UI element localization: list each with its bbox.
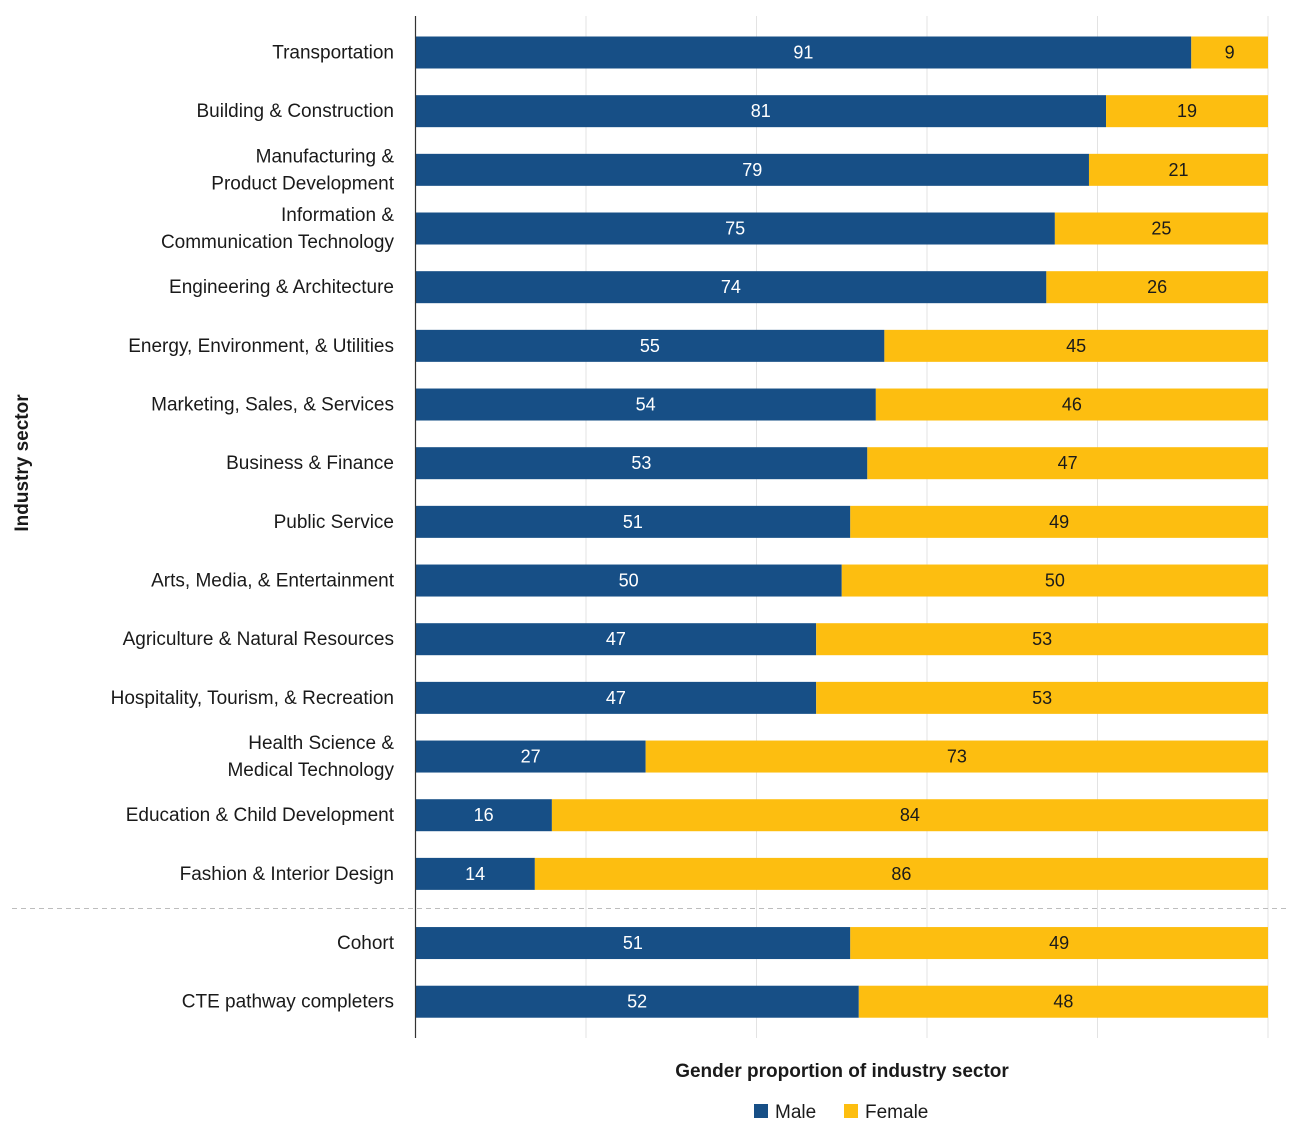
bar-male — [415, 153, 1089, 186]
bar-male — [415, 447, 868, 480]
category-label: Public Service — [274, 512, 394, 533]
data-label-female: 21 — [1168, 160, 1188, 180]
bar-female — [1106, 95, 1268, 128]
data-label-female: 53 — [1032, 688, 1052, 708]
category-label: Medical Technology — [227, 760, 394, 781]
data-label-male: 79 — [742, 160, 762, 180]
category-label: Hospitality, Tourism, & Recreation — [111, 688, 394, 709]
category-label: Education & Child Development — [126, 805, 395, 826]
data-label-female: 47 — [1058, 453, 1078, 473]
data-label-female: 50 — [1045, 571, 1065, 591]
category-label: Cohort — [337, 933, 395, 954]
data-label-male: 75 — [725, 219, 745, 239]
bar-female — [1046, 271, 1268, 304]
bar-female — [1191, 36, 1268, 69]
legend-label-female: Female — [865, 1102, 928, 1123]
bar-male — [415, 95, 1107, 128]
bar-female — [875, 388, 1268, 421]
bar-male — [415, 623, 817, 656]
data-label-female: 53 — [1032, 629, 1052, 649]
category-label: Business & Finance — [226, 453, 394, 474]
legend: Male Female — [754, 1102, 928, 1123]
data-label-male: 81 — [751, 101, 771, 121]
bar-male — [415, 329, 885, 362]
category-label: Energy, Environment, & Utilities — [128, 336, 394, 357]
bar-male — [415, 388, 876, 421]
x-axis-title: Gender proportion of industry sector — [675, 1061, 1009, 1082]
data-label-female: 25 — [1151, 219, 1171, 239]
category-label: Information & — [281, 205, 394, 226]
data-label-female: 26 — [1147, 277, 1167, 297]
data-label-male: 55 — [640, 336, 660, 356]
bar-female — [850, 505, 1268, 538]
bar-male — [415, 271, 1047, 304]
bar-male — [415, 740, 646, 773]
data-label-female: 86 — [891, 864, 911, 884]
category-labels: Transportation Building & Construction Man… — [111, 43, 395, 1013]
data-label-female: 49 — [1049, 933, 1069, 953]
bar-male — [415, 927, 851, 960]
bar-female — [867, 447, 1268, 480]
bar-female — [1054, 212, 1268, 245]
data-label-male: 91 — [793, 43, 813, 63]
bar-female — [816, 681, 1268, 714]
data-label-female: 19 — [1177, 101, 1197, 121]
data-label-male: 54 — [636, 395, 656, 415]
bar-male — [415, 564, 842, 597]
category-label: Manufacturing & — [256, 146, 395, 167]
data-label-female: 73 — [947, 747, 967, 767]
category-label: Agriculture & Natural Resources — [123, 629, 394, 650]
category-label: Engineering & Architecture — [169, 277, 394, 298]
data-label-male: 50 — [619, 571, 639, 591]
data-label-male: 14 — [465, 864, 485, 884]
data-label-female: 9 — [1225, 43, 1235, 63]
bar-female — [841, 564, 1268, 597]
bar-female — [850, 927, 1268, 960]
category-label: Product Development — [211, 173, 394, 194]
data-label-male: 27 — [521, 747, 541, 767]
data-label-male: 51 — [623, 512, 643, 532]
bar-female — [551, 799, 1268, 832]
data-label-male: 47 — [606, 629, 626, 649]
data-label-female: 84 — [900, 805, 920, 825]
data-label-female: 48 — [1053, 992, 1073, 1012]
bar-male — [415, 681, 817, 714]
category-label: CTE pathway completers — [182, 992, 394, 1013]
data-label-male: 74 — [721, 277, 741, 297]
category-label: Arts, Media, & Entertainment — [151, 571, 395, 592]
data-label-male: 51 — [623, 933, 643, 953]
bar-male — [415, 36, 1192, 69]
data-label-male: 53 — [631, 453, 651, 473]
category-label: Communication Technology — [161, 232, 395, 253]
data-label-male: 16 — [474, 805, 494, 825]
bar-male — [415, 212, 1055, 245]
data-label-male: 52 — [627, 992, 647, 1012]
data-label-male: 47 — [606, 688, 626, 708]
category-label: Health Science & — [248, 733, 394, 754]
legend-swatch-female — [844, 1104, 858, 1118]
bar-male — [415, 985, 859, 1018]
category-label: Marketing, Sales, & Services — [151, 395, 394, 416]
legend-swatch-male — [754, 1104, 768, 1118]
y-axis-title: Industry sector — [12, 394, 33, 532]
bars: 91 9 81 19 79 21 75 25 74 26 55 45 54 46 53 47 51 49 50 50 4… — [415, 36, 1268, 1018]
data-label-female: 49 — [1049, 512, 1069, 532]
category-label: Building & Construction — [197, 101, 395, 122]
bar-female — [816, 623, 1268, 656]
bar-female — [884, 329, 1268, 362]
bar-female — [858, 985, 1268, 1018]
bar-male — [415, 857, 535, 890]
bar-female — [534, 857, 1268, 890]
bar-male — [415, 799, 552, 832]
data-label-female: 45 — [1066, 336, 1086, 356]
legend-label-male: Male — [775, 1102, 816, 1123]
bar-male — [415, 505, 851, 538]
bar-female — [645, 740, 1268, 773]
category-label: Fashion & Interior Design — [180, 864, 394, 885]
data-label-female: 46 — [1062, 395, 1082, 415]
bar-female — [1088, 153, 1268, 186]
category-label: Transportation — [272, 43, 394, 64]
